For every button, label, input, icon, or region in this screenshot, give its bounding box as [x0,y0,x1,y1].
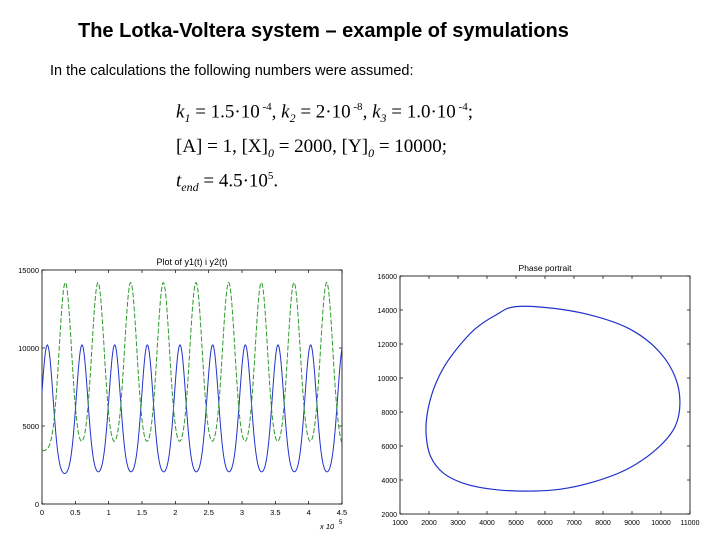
equation-end-time: tend = 4.5·105. [176,170,279,195]
x-tick-label: 4 [307,508,311,517]
equation-rate-constants: k1 = 1.5·10 -4, k2 = 2·10 -8, k3 = 1.0·1… [176,101,473,126]
x-tick-label: 7000 [566,520,582,527]
series-line [41,344,343,474]
y-tick-label: 16000 [378,274,398,281]
x-multiplier-label: x 10 [319,522,335,531]
y-tick-label: 12000 [378,342,398,349]
y-tick-label: 10000 [378,376,398,383]
intro-text: In the calculations the following number… [50,63,414,79]
x-tick-label: 2 [173,508,177,517]
x-tick-label: 3.5 [270,508,280,517]
x-tick-label: 5000 [508,520,524,527]
y-tick-label: 15000 [18,266,39,275]
x-tick-label: 2.5 [203,508,213,517]
x-multiplier-exponent: 5 [339,520,343,526]
x-tick-label: 2000 [421,520,437,527]
x-tick-label: 9000 [624,520,640,527]
phase-portrait-plot: 1000 2000 3000 4000 5000 6000 7000 8000 9000 1000… [378,263,700,527]
y-tick-label: 14000 [378,308,398,315]
x-tick-label: 1000 [392,520,408,527]
plot-title: Plot of y1(t) i y2(t) [156,257,227,267]
y-tick-label: 2000 [381,512,397,519]
slide-title: The Lotka-Voltera system – example of sy… [78,20,569,42]
y-tick-label: 6000 [381,444,397,451]
x-tick-label: 4.5 [337,508,347,517]
x-tick-label: 6000 [537,520,553,527]
x-tick-label: 1 [107,508,111,517]
x-tick-label: 10000 [651,520,671,527]
series-line [42,281,343,452]
plot-frame [399,275,691,515]
y-tick-label: 8000 [381,410,397,417]
x-tick-label: 8000 [595,520,611,527]
x-tick-label: 3000 [450,520,466,527]
y-tick-label: 0 [35,500,39,509]
equation-initial-concentrations: [A] = 1, [X]0 = 2000, [Y]0 = 10000; [176,136,448,160]
x-tick-label: 4000 [479,520,495,527]
y-tick-label: 4000 [381,478,397,485]
x-tick-label: 3 [240,508,244,517]
x-tick-label: 11000 [681,520,700,527]
x-tick-label: 0.5 [70,508,80,517]
x-tick-label: 0 [40,508,44,517]
time-series-plot: 0 0.5 1 1.5 2 2.5 3 3.5 4 4.5 0 5000 10000 15000 Plot … [18,257,347,531]
x-tick-label: 1.5 [137,508,147,517]
y-tick-label: 10000 [18,344,39,353]
plot-title: Phase portrait [519,263,573,273]
y-tick-label: 5000 [22,422,39,431]
phase-curve [425,305,681,492]
